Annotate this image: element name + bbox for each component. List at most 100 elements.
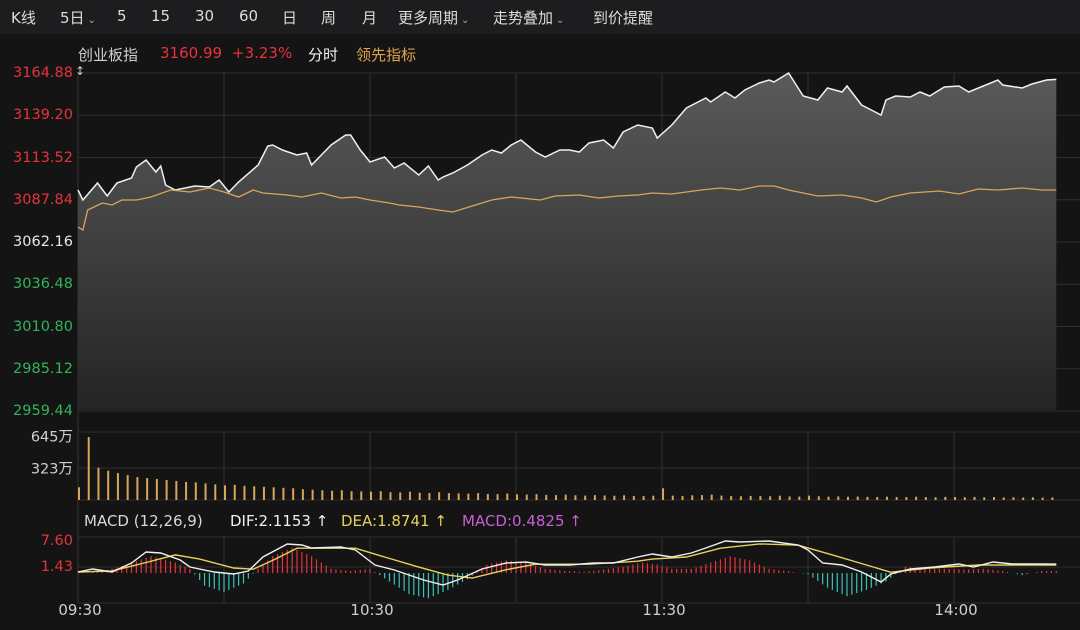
volume-bar: [924, 497, 927, 500]
volume-bar: [399, 492, 402, 500]
volume-bar: [438, 492, 441, 500]
volume-bar: [944, 496, 947, 500]
volume-bar: [885, 496, 888, 500]
volume-bar: [866, 496, 869, 500]
dea-line: [77, 543, 1057, 579]
volume-bar: [233, 484, 236, 500]
volume-bar: [1022, 497, 1025, 500]
tab-15min[interactable]: 15: [151, 7, 171, 25]
volume-bar: [87, 437, 90, 500]
volume-bar: [321, 490, 324, 500]
volume-bar: [262, 486, 265, 500]
volume-bar: [934, 497, 937, 500]
volume-bar: [1012, 497, 1015, 500]
volume-bar: [963, 497, 966, 500]
volume-bar: [691, 495, 694, 500]
volume-bar: [224, 485, 227, 500]
volume-bar: [107, 470, 110, 500]
volume-bar: [603, 495, 606, 500]
intraday-mode-label[interactable]: 分时: [308, 46, 339, 64]
volume-bar: [681, 495, 684, 500]
volume-tick-max: 645万: [30, 429, 73, 446]
volume-bar: [340, 490, 343, 500]
macd-title: MACD (12,26,9): [84, 512, 203, 530]
volume-bar: [516, 494, 519, 500]
tab-month[interactable]: 月: [362, 9, 378, 27]
up-down-arrow-icon[interactable]: ↕: [75, 64, 86, 78]
price-tick: 3113.52: [13, 149, 73, 166]
leading-indicator-label[interactable]: 领先指标: [356, 46, 417, 64]
volume-bar: [408, 491, 411, 500]
volume-bar: [671, 495, 674, 500]
volume-bar: [973, 496, 976, 500]
volume-bar: [856, 496, 859, 500]
more-periods-dropdown[interactable]: 更多周期 ⌄: [398, 7, 469, 28]
price-alert-button[interactable]: 到价提醒: [593, 9, 654, 27]
volume-bar: [282, 487, 285, 500]
macd-value: MACD:0.4825 ↑: [462, 512, 582, 530]
volume-bar: [642, 496, 645, 500]
volume-bar: [331, 490, 334, 500]
volume-bar: [370, 491, 373, 500]
volume-bar: [126, 475, 129, 500]
volume-bar: [214, 484, 217, 500]
volume-bar: [846, 496, 849, 500]
tab-60min[interactable]: 60: [239, 7, 259, 25]
chevron-down-icon: ⌄: [556, 15, 565, 26]
volume-bar: [837, 496, 840, 500]
volume-bar: [1041, 497, 1044, 500]
volume-bar: [992, 497, 995, 500]
volume-bar: [954, 497, 957, 500]
price-tick: 3164.88: [13, 65, 73, 81]
tab-kline[interactable]: K线: [11, 9, 36, 27]
tab-week[interactable]: 周: [321, 9, 337, 27]
volume-bar: [769, 496, 772, 500]
volume-bar: [652, 495, 655, 500]
arrow-up-icon: ↑: [429, 512, 447, 530]
volume-bar: [360, 491, 363, 500]
volume-bar: [710, 494, 713, 500]
tab-5day-label: 5日: [60, 9, 85, 27]
volume-bar: [915, 496, 918, 500]
index-price: 3160.99: [160, 44, 223, 62]
time-tick: 11:30: [642, 601, 686, 619]
volume-bar: [379, 491, 382, 500]
price-line: [77, 71, 1057, 202]
volume-bar: [272, 487, 275, 500]
arrow-up-icon: ↑: [310, 512, 329, 530]
volume-bar: [759, 496, 762, 500]
volume-bar: [389, 492, 392, 500]
volume-bar: [185, 481, 188, 500]
volume-bar: [506, 493, 509, 500]
volume-bar: [311, 489, 314, 500]
index-change-pct: +3.23%: [232, 44, 293, 62]
dif-line: [77, 540, 1057, 586]
volume-bar: [895, 496, 898, 500]
trend-overlay-label: 走势叠加: [493, 9, 554, 27]
tab-day[interactable]: 日: [282, 9, 298, 27]
dif-value: DIF:2.1153 ↑: [230, 512, 328, 530]
price-tick: 3139.20: [13, 107, 73, 124]
volume-bar: [350, 491, 353, 500]
volume-bar: [584, 495, 587, 500]
volume-bar: [97, 467, 100, 500]
volume-bar: [593, 495, 596, 500]
time-tick: 10:30: [350, 601, 394, 619]
volume-bar: [136, 477, 139, 500]
volume-bar: [165, 479, 168, 500]
price-tick: 3062.16: [13, 234, 73, 250]
tab-5day[interactable]: 5日 ⌄: [60, 7, 96, 28]
volume-bar: [78, 487, 80, 500]
volume-bar: [632, 495, 635, 500]
volume-bar: [301, 489, 304, 500]
tab-30min[interactable]: 30: [195, 7, 215, 25]
price-tick: 2959.44: [13, 403, 73, 419]
volume-bar: [817, 496, 820, 500]
tab-5min[interactable]: 5: [117, 7, 127, 25]
more-periods-label: 更多周期: [398, 9, 459, 27]
price-tick: 3036.48: [13, 276, 73, 293]
volume-bar: [574, 495, 577, 500]
price-tick: 2985.12: [13, 360, 73, 377]
trend-overlay-dropdown[interactable]: 走势叠加 ⌄: [493, 7, 564, 28]
price-tick: 3010.80: [13, 318, 73, 335]
